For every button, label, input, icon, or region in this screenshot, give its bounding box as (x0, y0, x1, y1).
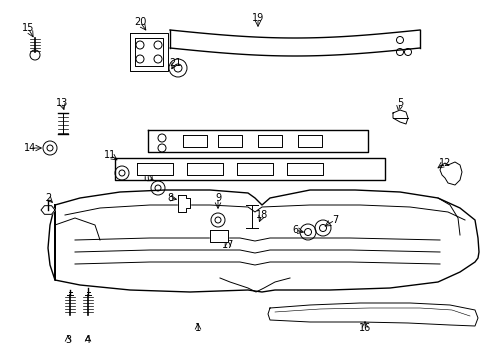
Text: 11: 11 (103, 150, 116, 160)
Polygon shape (115, 158, 384, 180)
Polygon shape (209, 230, 227, 242)
Text: 17: 17 (222, 240, 234, 250)
Polygon shape (137, 163, 173, 175)
Text: 6: 6 (291, 225, 298, 235)
Polygon shape (267, 303, 477, 326)
Text: 1: 1 (195, 323, 201, 333)
Polygon shape (148, 130, 367, 152)
Polygon shape (186, 163, 223, 175)
Polygon shape (183, 135, 206, 147)
Text: 8: 8 (166, 193, 173, 203)
Text: 9: 9 (215, 193, 221, 203)
Polygon shape (48, 190, 478, 292)
Text: 5: 5 (396, 98, 402, 108)
Text: 18: 18 (255, 210, 267, 220)
Text: 3: 3 (65, 335, 71, 345)
Polygon shape (258, 135, 282, 147)
Text: 21: 21 (168, 58, 181, 68)
Text: 7: 7 (331, 215, 337, 225)
Polygon shape (297, 135, 321, 147)
Text: 15: 15 (22, 23, 34, 33)
Polygon shape (286, 163, 323, 175)
Polygon shape (392, 110, 407, 124)
Text: 19: 19 (251, 13, 264, 23)
Text: 13: 13 (56, 98, 68, 108)
Text: 4: 4 (85, 335, 91, 345)
Text: 10: 10 (142, 173, 154, 183)
Text: 20: 20 (134, 17, 146, 27)
Polygon shape (237, 163, 272, 175)
Text: 2: 2 (45, 193, 51, 203)
Polygon shape (218, 135, 242, 147)
Text: 16: 16 (358, 323, 370, 333)
Polygon shape (130, 33, 168, 71)
Text: 14: 14 (24, 143, 36, 153)
Text: 12: 12 (438, 158, 450, 168)
Polygon shape (178, 195, 190, 212)
Polygon shape (41, 206, 55, 214)
Polygon shape (170, 30, 419, 56)
Polygon shape (439, 162, 461, 185)
